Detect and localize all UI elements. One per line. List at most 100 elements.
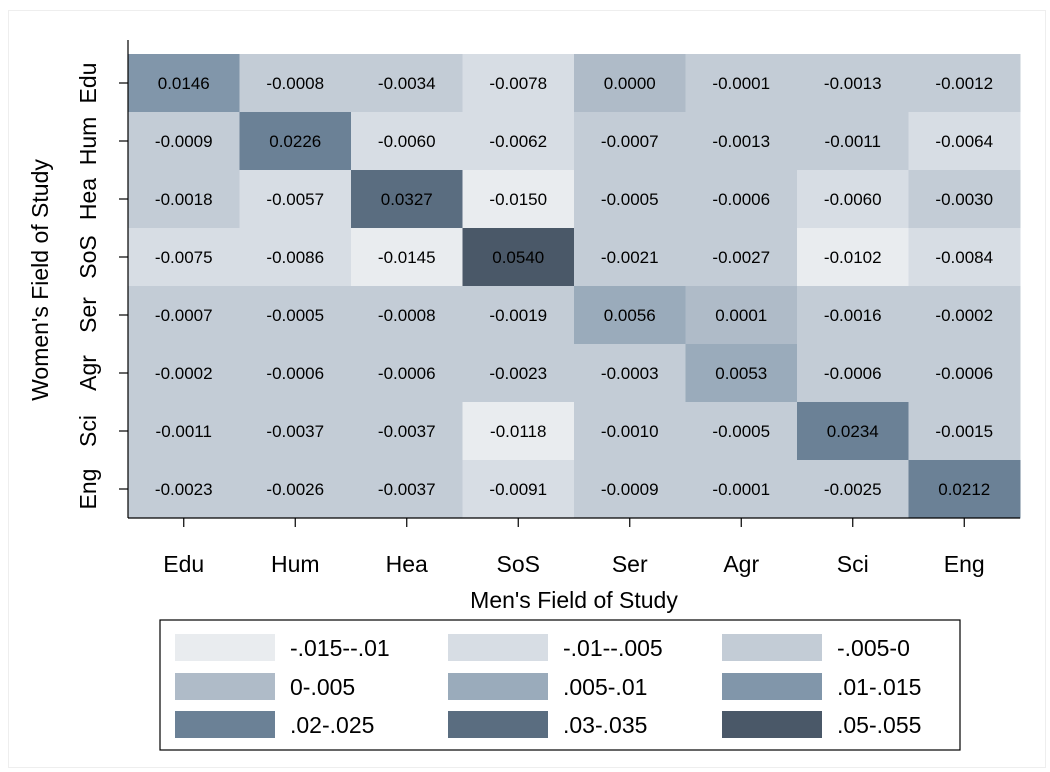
cell-value-label: -0.0016 [824,306,882,325]
cell-value-label: -0.0007 [601,132,659,151]
cell-value-label: -0.0037 [266,422,324,441]
cell-value-label: -0.0005 [266,306,324,325]
cell-value-label: -0.0012 [935,74,993,93]
heatmap-cell [462,112,575,171]
cell-value-label: 0.0540 [492,248,544,267]
heatmap-cell [351,228,463,287]
heatmap-cells: 0.0146 -0.0008 -0.0034 -0.0078 0.0000 -0.0001… [128,54,1021,519]
heatmap-cell [239,402,352,461]
heatmap-cell [908,460,1021,519]
heatmap-cell [239,286,352,345]
heatmap-cell [128,170,240,229]
heatmap-cell [797,344,909,403]
heatmap-cell [685,54,798,113]
cell-value-label: -0.0013 [712,132,770,151]
heatmap-cell [685,112,798,171]
cell-value-label: -0.0150 [489,190,547,209]
heatmap-cell [797,112,909,171]
x-tick-label: Sci [837,551,869,577]
legend-swatch [448,711,548,738]
x-tick-label: Hum [271,551,320,577]
cell-value-label: 0.0327 [381,190,433,209]
cell-value-label: 0.0234 [827,422,879,441]
x-tick-label: SoS [497,551,540,577]
y-tick-label: Hum [75,117,101,166]
cell-value-label: -0.0060 [378,132,436,151]
heatmap-cell [128,112,240,171]
cell-value-label: -0.0118 [490,422,546,441]
cell-value-label: -0.0060 [824,190,882,209]
heatmap-cell [128,402,240,461]
cell-value-label: -0.0015 [935,422,993,441]
heatmap-cell [239,344,352,403]
heatmap-cell [797,54,909,113]
x-tick-label: Ser [612,551,648,577]
cell-value-label: -0.0002 [155,364,213,383]
heatmap-cell [128,344,240,403]
cell-value-label: -0.0091 [489,480,547,499]
chart-frame [8,10,1046,768]
legend-label: -.015--.01 [290,635,390,661]
x-tick-label: Agr [723,551,759,577]
cell-value-label: -0.0002 [935,306,993,325]
heatmap-cell [351,112,463,171]
cell-value-label: -0.0011 [156,422,212,441]
cell-value-label: -0.0007 [155,306,213,325]
legend-swatch [448,673,548,700]
cell-value-label: -0.0064 [935,132,993,151]
cell-value-label: -0.0003 [601,364,659,383]
legend-swatch [175,711,275,738]
y-tick-label: Sci [75,415,101,447]
cell-value-label: -0.0009 [601,480,659,499]
heatmap-cell [128,286,240,345]
heatmap-cell [239,112,352,171]
heatmap-cell [351,460,463,519]
legend-swatch [175,634,275,661]
legend-label: .05-.055 [837,712,921,738]
heatmap-cell [908,286,1021,345]
legend-swatch [722,634,822,661]
heatmap-cell [685,228,798,287]
cell-value-label: -0.0037 [378,480,436,499]
cell-value-label: -0.0021 [601,248,659,267]
cell-value-label: -0.0018 [155,190,213,209]
axes: Edu Hum Hea SoS Ser Agr Sci Eng Edu Hum Hea SoS Ser A… [75,40,1020,577]
heatmap-cell [462,344,575,403]
heatmap-cell [797,286,909,345]
legend-label: .02-.025 [290,712,374,738]
heatmap-cell [239,170,352,229]
heatmap-cell [239,228,352,287]
x-axis-title: Men's Field of Study [470,587,678,613]
heatmap-cell [128,460,240,519]
heatmap-cell [797,460,909,519]
heatmap-cell [462,170,575,229]
legend-swatch [448,634,548,661]
cell-value-label: -0.0075 [155,248,213,267]
cell-value-label: 0.0001 [715,306,767,325]
heatmap-cell [574,460,686,519]
legend-label: .005-.01 [563,674,647,700]
heatmap-cell [574,402,686,461]
x-tick-label: Edu [163,551,204,577]
heatmap-cell [574,112,686,171]
cell-value-label: -0.0005 [601,190,659,209]
cell-value-label: 0.0146 [158,74,210,93]
cell-value-label: -0.0027 [712,248,770,267]
legend-label: .03-.035 [563,712,647,738]
cell-value-label: -0.0019 [489,306,547,325]
heatmap-cell [685,402,798,461]
heatmap-cell [685,170,798,229]
cell-value-label: -0.0086 [266,248,324,267]
y-tick-label: Edu [75,63,101,104]
legend-swatch [722,711,822,738]
heatmap-cell [685,286,798,345]
cell-value-label: -0.0009 [155,132,213,151]
y-axis-title: Women's Field of Study [27,159,53,401]
legend-label: -.01--.005 [563,635,663,661]
cell-value-label: -0.0145 [378,248,436,267]
cell-value-label: -0.0102 [824,248,882,267]
heatmap-cell [908,54,1021,113]
heatmap-cell [351,402,463,461]
cell-value-label: -0.0062 [489,132,547,151]
